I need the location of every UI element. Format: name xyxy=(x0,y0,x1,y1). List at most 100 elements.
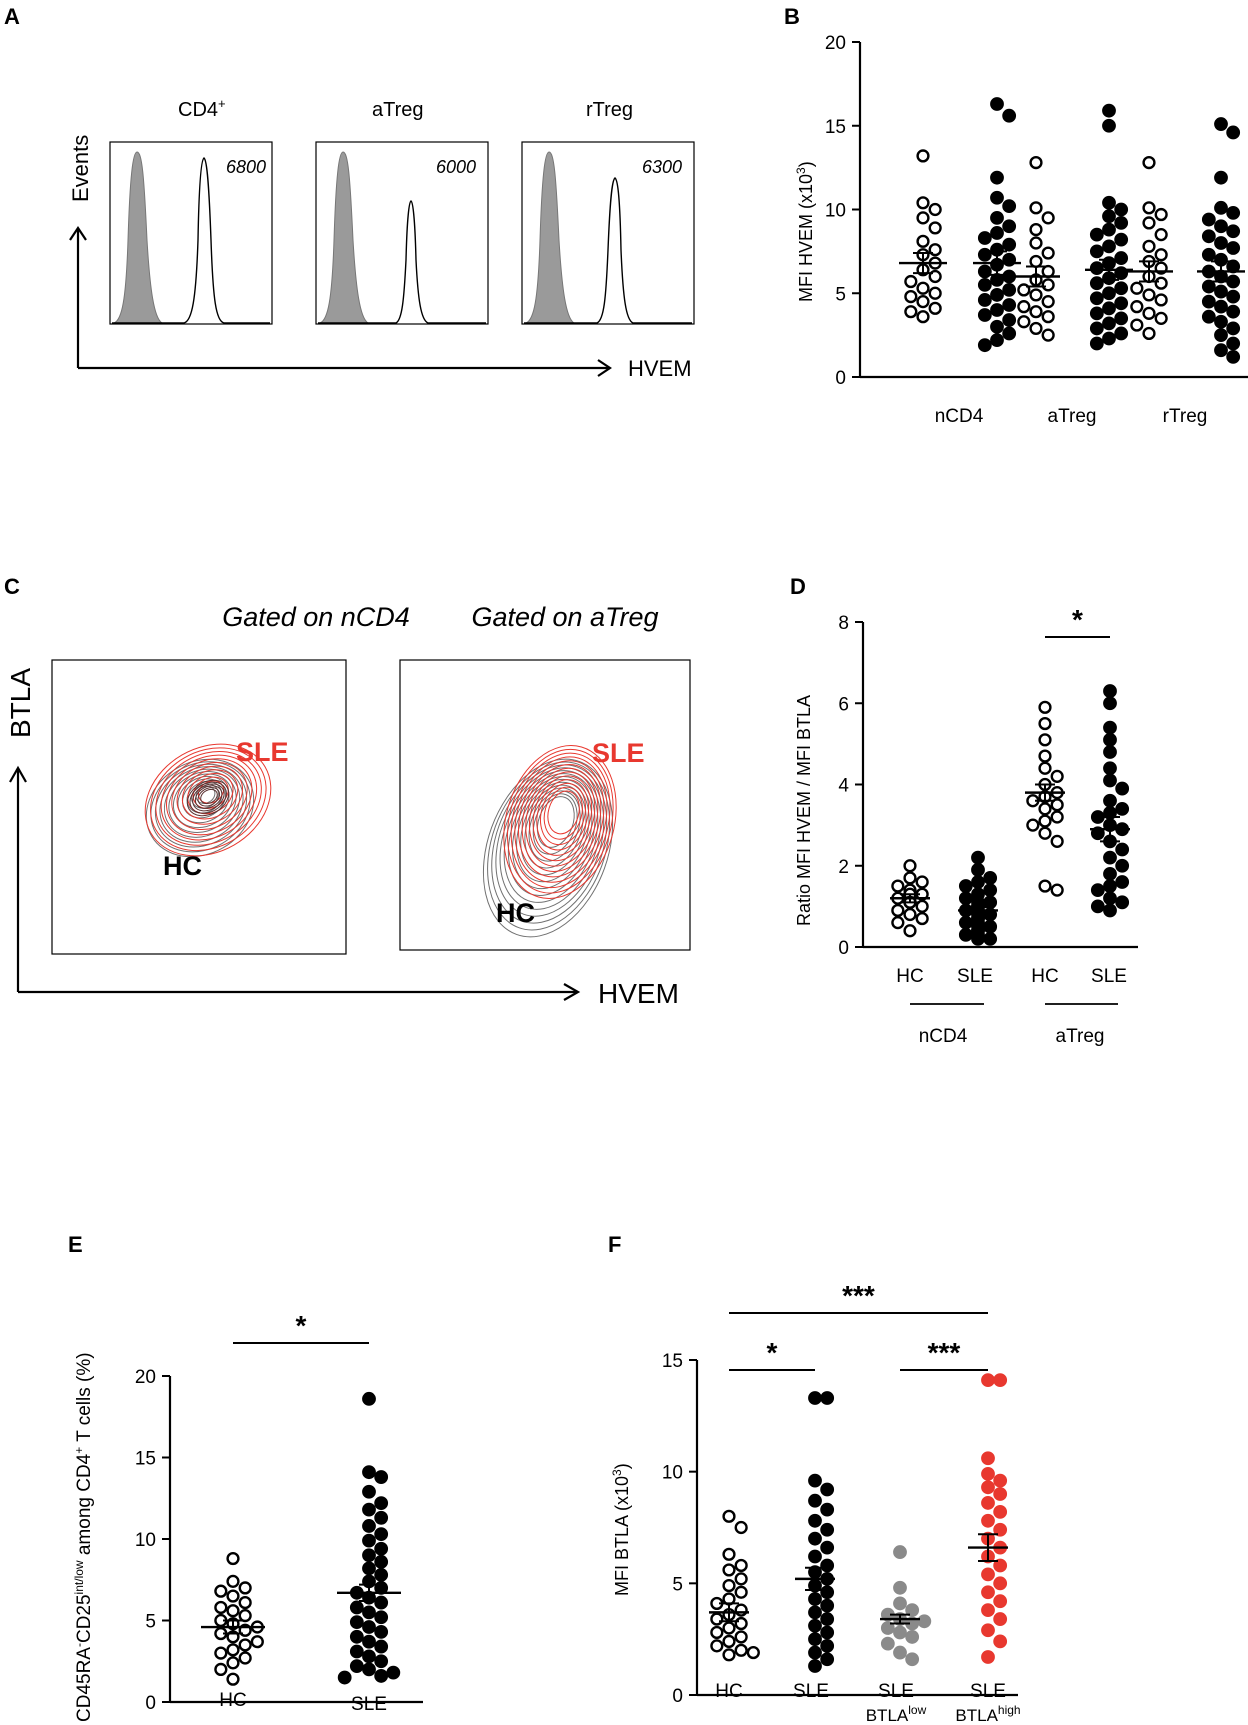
contour-line xyxy=(172,773,234,829)
chart-f-data-point xyxy=(808,1618,822,1633)
chart-b-data-point xyxy=(990,210,1004,225)
panel-a-y-arrowhead xyxy=(69,226,87,241)
chart-f-significance-label: * xyxy=(767,1337,778,1368)
chart-f-category-label: SLE xyxy=(970,1681,1006,1702)
chart-b: B MFI HVEM (x103) 0 5 10 15 20 nCD4 aTreg rT… xyxy=(784,4,1248,427)
panel-c-x-arrowhead xyxy=(563,983,581,1001)
contour-line xyxy=(171,762,248,830)
chart-e-y-label: CD45RA-CD25int/low among CD4+ T cells (%… xyxy=(72,1352,95,1722)
chart-d-data-point xyxy=(971,862,985,877)
chart-f-data-point xyxy=(734,1603,748,1617)
chart-b-data-point xyxy=(1142,306,1156,320)
chart-e-y-tick-label: 10 xyxy=(135,1530,156,1551)
chart-d-data-point xyxy=(903,907,917,922)
chart-d-group-label: nCD4 xyxy=(919,1026,968,1047)
histogram-rtreg: rTreg 6300 xyxy=(521,99,695,325)
contour-line xyxy=(176,765,243,825)
chart-d-data-point xyxy=(983,871,998,885)
chart-d-data-point xyxy=(1115,875,1130,889)
chart-e-data-point xyxy=(362,1519,376,1533)
chart-e-data-point xyxy=(374,1639,389,1654)
chart-b-y-tick-label: 5 xyxy=(835,284,846,305)
chart-f-data-point xyxy=(820,1585,835,1600)
chart-f-data-point xyxy=(905,1603,920,1618)
chart-d-group-label: aTreg xyxy=(1056,1026,1105,1047)
panel-b-letter: B xyxy=(784,4,800,29)
contour-plot-atreg-contours xyxy=(482,745,617,938)
panel-a-y-label: Events xyxy=(68,135,93,202)
chart-b-data-point xyxy=(1102,209,1116,224)
chart-f-y-label: MFI BTLA (x103) xyxy=(610,1463,632,1596)
chart-b-data-point xyxy=(1041,278,1055,292)
chart-d-data-point xyxy=(1103,793,1117,808)
chart-f-data-point xyxy=(734,1616,748,1631)
contour-line xyxy=(547,790,580,835)
chart-d-data-point xyxy=(983,883,998,898)
chart-b-data-point xyxy=(1201,247,1216,262)
contour-plot-atreg-title: Gated on aTreg xyxy=(471,602,658,632)
chart-e-data-point xyxy=(214,1662,228,1677)
histogram-cd4-isotype xyxy=(113,151,164,324)
chart-d-data-point xyxy=(1090,883,1105,898)
contour-line xyxy=(197,787,221,807)
chart-e-marks: 0 5 10 15 20 * xyxy=(135,1310,423,1714)
contour-plot-atreg-frame xyxy=(399,659,691,951)
chart-e-y-tick-label: 0 xyxy=(145,1693,156,1714)
chart-f-data-point xyxy=(981,1650,995,1664)
chart-f-data-point xyxy=(808,1632,822,1647)
chart-b-data-point xyxy=(990,190,1004,205)
chart-b-data-point xyxy=(1089,227,1104,242)
chart-b-data-point xyxy=(977,247,992,262)
chart-b-data-point xyxy=(1002,326,1017,341)
contour-plot-atreg: Gated on aTreg SLE HC xyxy=(399,602,691,951)
contour-line xyxy=(491,764,608,924)
chart-b-data-point xyxy=(1114,216,1129,230)
chart-b-data-point xyxy=(904,290,918,304)
chart-d-data-point xyxy=(1103,891,1117,906)
chart-b-data-point xyxy=(1201,294,1216,309)
chart-b-data-point xyxy=(1029,305,1043,319)
contour-line xyxy=(154,763,248,848)
chart-b-data-point xyxy=(1102,103,1116,118)
chart-f-data-point xyxy=(808,1391,822,1405)
chart-b-data-point xyxy=(1102,316,1116,331)
chart-b-data-point xyxy=(990,303,1004,317)
chart-b-data-point xyxy=(904,274,918,289)
chart-d-data-point xyxy=(958,879,973,893)
chart-b-data-point xyxy=(916,234,930,248)
chart-e-data-point xyxy=(362,1548,376,1563)
chart-b-data-point xyxy=(928,221,942,235)
chart-b-data-point xyxy=(1154,311,1168,325)
chart-b-data-point xyxy=(1041,211,1055,225)
chart-b-data-point xyxy=(916,149,930,163)
chart-d-category-label: HC xyxy=(896,966,923,987)
chart-b-data-point xyxy=(1214,236,1228,250)
chart-d-data-point xyxy=(958,891,973,906)
chart-e-category-label: HC xyxy=(219,1690,246,1711)
chart-d-data-point xyxy=(1103,773,1117,788)
chart-b-data-point xyxy=(1130,300,1144,314)
chart-b-data-point xyxy=(1002,108,1017,123)
chart-b-data-point xyxy=(977,338,992,353)
chart-f-data-point xyxy=(722,1634,736,1649)
chart-b-data-point xyxy=(1214,328,1228,343)
chart-f-data-point xyxy=(820,1598,835,1613)
chart-d-data-point xyxy=(971,931,985,946)
chart-b-data-point xyxy=(1201,212,1216,227)
chart-f-data-point xyxy=(734,1630,748,1644)
chart-b-data-point xyxy=(1214,117,1228,131)
chart-f-data-point xyxy=(722,1648,736,1662)
histogram-cd4-title: CD4+ xyxy=(178,96,226,121)
chart-b-data-point xyxy=(977,277,992,292)
chart-d: D Ratio MFI HVEM / MFI BTLA 0 2 4 6 8 * HC SL… xyxy=(790,574,1138,1047)
chart-b-y-tick-label: 0 xyxy=(835,368,846,389)
chart-e-data-point xyxy=(337,1670,352,1685)
chart-b-data-point xyxy=(1142,288,1156,302)
chart-b-data-point xyxy=(1002,313,1017,327)
chart-b-data-point xyxy=(1114,232,1129,247)
chart-b-data-point xyxy=(1214,299,1228,314)
chart-f-category-sublabel: BTLAhigh xyxy=(955,1703,1020,1725)
chart-d-y-tick-label: 4 xyxy=(838,776,849,797)
chart-b-data-point xyxy=(1142,216,1156,230)
chart-e-data-point xyxy=(238,1595,252,1610)
